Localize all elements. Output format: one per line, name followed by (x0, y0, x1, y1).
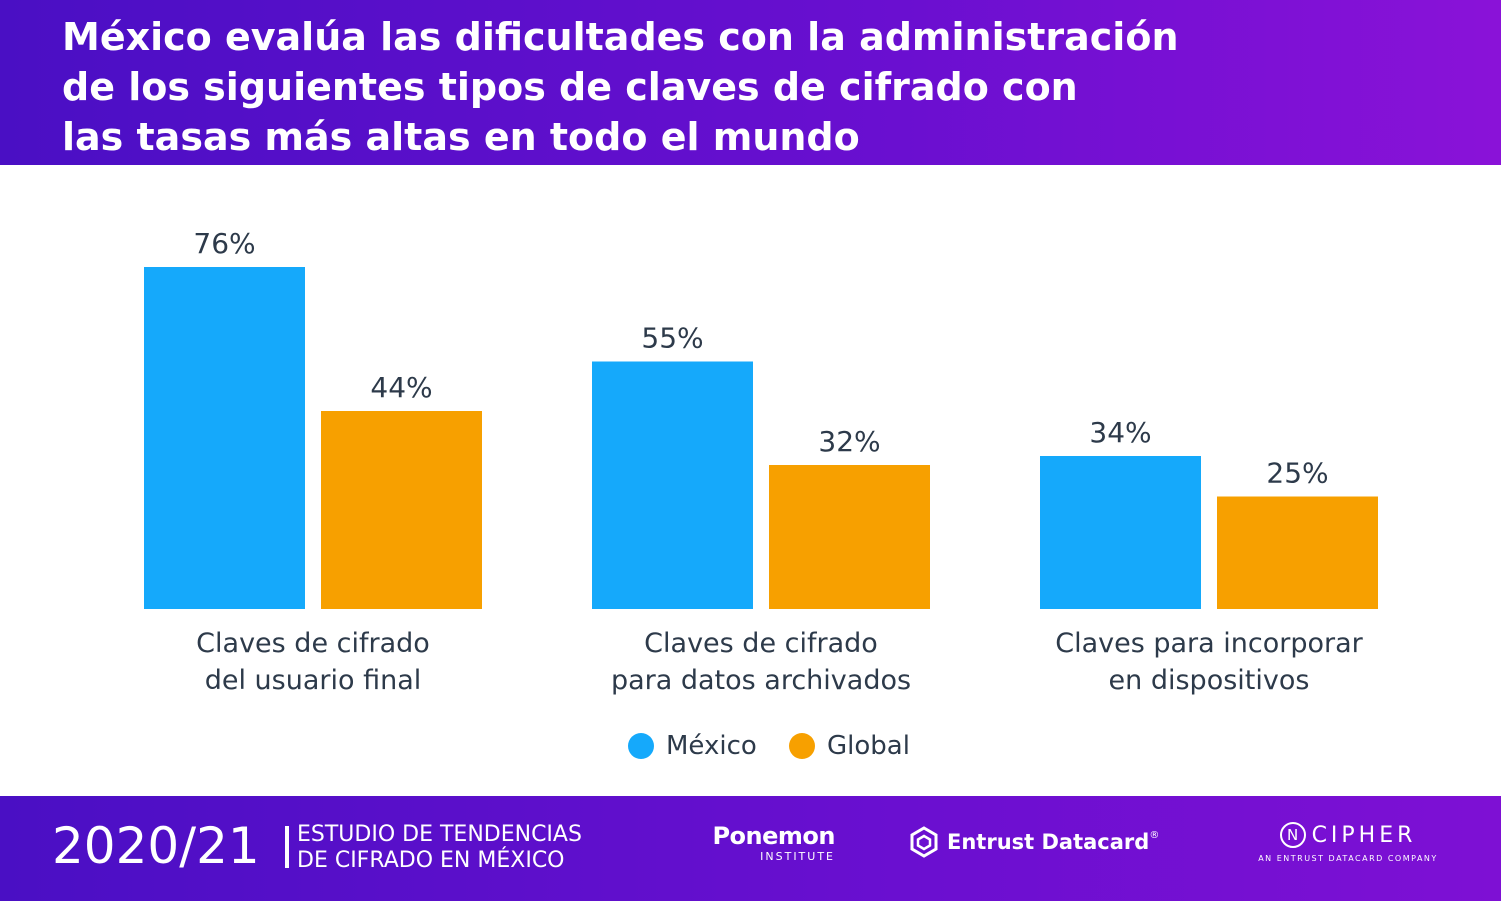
bar-mexico-3 (1040, 456, 1201, 609)
bar-mexico-2 (592, 361, 753, 609)
entrust-registered-mark: ® (1149, 830, 1160, 841)
legend-label-global: Global (827, 731, 910, 761)
title-line-1: México evalúa las dificultades con la ad… (62, 15, 1179, 59)
legend-mexico: México (628, 730, 757, 762)
legend-swatch-mexico (628, 733, 654, 759)
entrust-name: Entrust Datacard (947, 830, 1150, 854)
bar-global-1 (321, 411, 482, 609)
study-title-line-2: DE CIFRADO EN MÉXICO (297, 848, 565, 873)
footer-divider (285, 826, 289, 868)
ncipher-logo: N CIPHER AN ENTRUST DATACARD COMPANY (1232, 822, 1464, 863)
bar-mexico-1 (144, 267, 305, 609)
data-label-mexico-1: 76% (193, 227, 255, 260)
ncipher-name: CIPHER (1311, 822, 1417, 848)
category-label-2-line-2: para datos archivados (611, 665, 911, 696)
study-title: ESTUDIO DE TENDENCIAS DE CIFRADO EN MÉXI… (297, 822, 582, 874)
legend-label-mexico: México (666, 731, 757, 761)
header-banner: México evalúa las dificultades con la ad… (0, 0, 1501, 165)
report-year: 2020/21 (52, 817, 260, 875)
footer-banner: 2020/21 ESTUDIO DE TENDENCIAS DE CIFRADO… (0, 796, 1501, 901)
bar-chart: 76% 44% Claves de cifrado del usuario final… (144, 227, 1378, 696)
data-label-global-2: 32% (818, 425, 880, 458)
entrust-logo: Entrust Datacard ® (909, 826, 1159, 858)
legend-swatch-global (789, 733, 815, 759)
ponemon-logo: Ponemon INSTITUTE (703, 822, 835, 864)
data-label-global-1: 44% (370, 371, 432, 404)
ncipher-circle-icon: N (1279, 822, 1306, 848)
entrust-hexagon-icon (910, 826, 938, 858)
legend-global: Global (789, 730, 910, 762)
ponemon-sub: INSTITUTE (760, 850, 835, 863)
bar-global-3 (1217, 496, 1378, 609)
ncipher-sub: AN ENTRUST DATACARD COMPANY (1258, 854, 1438, 863)
title-line-2: de los siguientes tipos de claves de cif… (62, 65, 1078, 109)
data-label-mexico-2: 55% (641, 322, 703, 355)
title-line-3: las tasas más altas en todo el mundo (62, 115, 860, 159)
bar-global-2 (769, 465, 930, 609)
study-title-line-1: ESTUDIO DE TENDENCIAS (297, 822, 582, 847)
category-label-1-line-2: del usuario final (205, 665, 422, 696)
category-label-2-line-1: Claves de cifrado (644, 628, 878, 659)
data-label-global-3: 25% (1266, 457, 1328, 490)
data-label-mexico-3: 34% (1089, 416, 1151, 449)
category-label-1-line-1: Claves de cifrado (196, 628, 430, 659)
category-label-3-line-1: Claves para incorporar (1055, 628, 1363, 659)
ponemon-name: Ponemon (712, 822, 835, 850)
category-label-3-line-2: en dispositivos (1109, 665, 1310, 696)
